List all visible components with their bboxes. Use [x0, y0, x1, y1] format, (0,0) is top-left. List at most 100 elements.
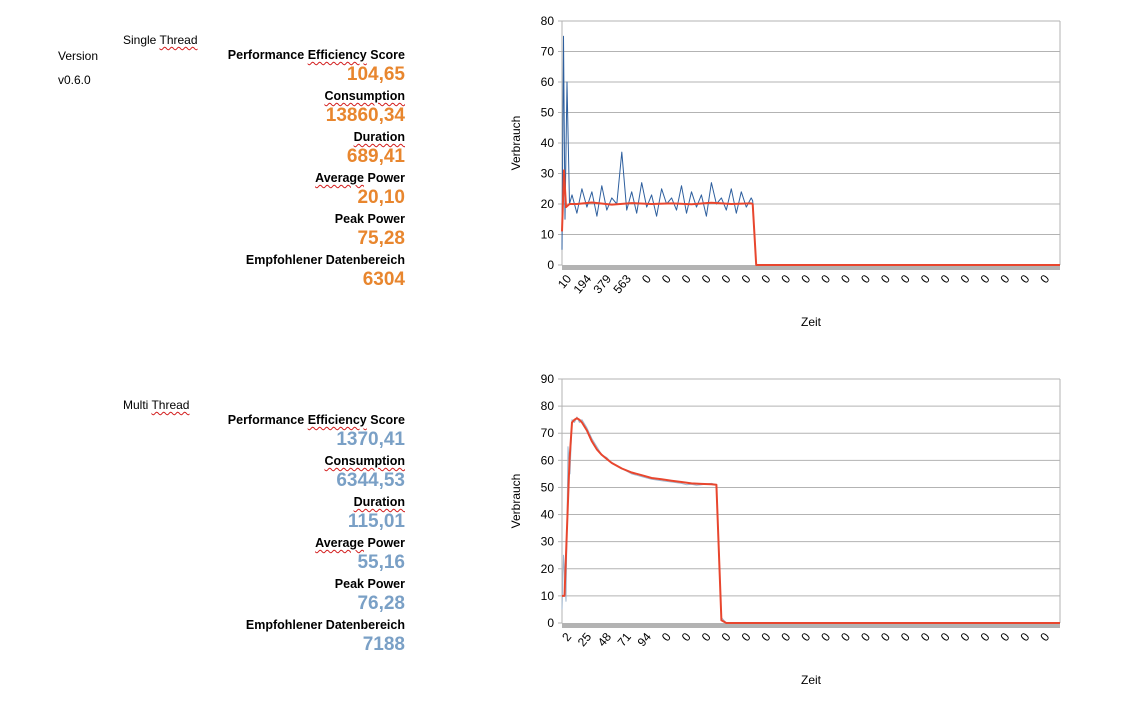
metric-value: 76,28	[357, 593, 405, 614]
metric-label: Empfohlener Datenbereich	[245, 618, 405, 632]
x-tick-label: 0	[978, 272, 993, 286]
metric-label: Peak Power	[334, 577, 405, 591]
metric-value: 7188	[362, 634, 405, 655]
x-tick-label: 0	[838, 272, 853, 286]
x-tick-label: 0	[938, 272, 953, 286]
x-tick-label: 0	[639, 272, 654, 286]
x-tick-label: 0	[1037, 630, 1052, 644]
x-tick-label: 0	[898, 630, 913, 644]
version-label: Version	[58, 49, 99, 63]
series-line-avg	[561, 169, 1060, 266]
x-tick-label: 563	[610, 272, 634, 297]
version-value: v0.6.0	[58, 73, 91, 87]
metric-label: Peak Power	[334, 212, 405, 226]
metric-value: 104,65	[346, 64, 405, 85]
x-tick-label: 0	[958, 630, 973, 644]
single-thread-title: Single Thread	[123, 33, 198, 47]
x-tick-label: 379	[590, 272, 614, 297]
x-tick-label: 0	[997, 272, 1012, 286]
metric-value: 6304	[362, 269, 405, 290]
x-tick-label: 0	[758, 630, 773, 644]
x-axis-title: Zeit	[801, 673, 822, 687]
x-tick-label: 0	[739, 630, 754, 644]
x-tick-label: 0	[818, 630, 833, 644]
x-tick-label: 71	[615, 630, 635, 649]
x-tick-label: 48	[595, 630, 615, 649]
x-tick-label: 0	[699, 630, 714, 644]
metric-label: Duration	[353, 130, 405, 144]
metric-value: 1370,41	[336, 429, 405, 450]
y-tick-label: 20	[541, 562, 555, 576]
y-tick-label: 50	[541, 480, 555, 494]
x-axis-band	[562, 623, 1060, 628]
metric-label: Performance Efficiency Score	[227, 48, 405, 62]
x-tick-label: 0	[938, 630, 953, 644]
y-tick-label: 90	[541, 372, 555, 386]
multi-thread-title: Multi Thread	[123, 398, 190, 412]
x-tick-label: 0	[758, 272, 773, 286]
series-line-avg	[562, 417, 1060, 624]
x-tick-label: 2	[559, 630, 574, 644]
y-tick-label: 0	[547, 258, 554, 272]
y-tick-label: 70	[541, 45, 555, 59]
y-tick-label: 30	[541, 535, 555, 549]
x-tick-label: 0	[838, 630, 853, 644]
y-tick-label: 10	[541, 228, 555, 242]
metric-label: Performance Efficiency Score	[227, 413, 405, 427]
x-axis-title: Zeit	[801, 315, 822, 329]
metric-label: Empfohlener Datenbereich	[245, 253, 405, 267]
y-tick-label: 80	[541, 14, 555, 28]
x-tick-label: 194	[571, 272, 595, 297]
y-tick-label: 80	[541, 399, 555, 413]
y-axis-title: Verbrauch	[509, 474, 523, 529]
x-tick-label: 0	[778, 630, 793, 644]
metric-value: 55,16	[357, 552, 405, 573]
x-tick-label: 25	[575, 630, 595, 649]
x-tick-label: 94	[635, 630, 655, 649]
x-tick-label: 0	[1037, 272, 1052, 286]
x-tick-label: 0	[1017, 630, 1032, 644]
x-tick-label: 0	[1017, 272, 1032, 286]
y-tick-label: 10	[541, 589, 555, 603]
x-tick-label: 0	[659, 630, 674, 644]
x-tick-label: 0	[739, 272, 754, 286]
y-tick-label: 50	[541, 106, 555, 120]
y-tick-label: 20	[541, 197, 555, 211]
x-tick-label: 0	[958, 272, 973, 286]
metric-label: Consumption	[324, 89, 405, 103]
x-tick-label: 0	[858, 272, 873, 286]
metric-value: 6344,53	[336, 470, 405, 491]
x-tick-label: 0	[719, 630, 734, 644]
x-tick-label: 0	[679, 272, 694, 286]
metric-label: Average Power	[315, 171, 405, 185]
x-tick-label: 0	[997, 630, 1012, 644]
y-tick-label: 0	[547, 616, 554, 630]
x-tick-label: 0	[858, 630, 873, 644]
x-tick-label: 0	[719, 272, 734, 286]
y-tick-label: 30	[541, 167, 555, 181]
metric-value: 75,28	[357, 228, 405, 249]
x-tick-label: 0	[778, 272, 793, 286]
metric-label: Consumption	[324, 454, 405, 468]
metric-label: Average Power	[315, 536, 405, 550]
x-tick-label: 0	[978, 630, 993, 644]
x-axis-band	[562, 265, 1060, 270]
y-tick-label: 60	[541, 453, 555, 467]
x-tick-label: 0	[918, 272, 933, 286]
y-tick-label: 70	[541, 426, 555, 440]
y-axis-title: Verbrauch	[509, 116, 523, 171]
x-tick-label: 0	[818, 272, 833, 286]
x-tick-label: 0	[878, 272, 893, 286]
x-tick-label: 0	[798, 272, 813, 286]
metric-value: 689,41	[346, 146, 405, 167]
x-tick-label: 0	[878, 630, 893, 644]
x-tick-label: 0	[898, 272, 913, 286]
y-tick-label: 40	[541, 508, 555, 522]
x-tick-label: 0	[699, 272, 714, 286]
y-tick-label: 60	[541, 75, 555, 89]
metric-value: 13860,34	[325, 105, 405, 126]
metric-value: 20,10	[357, 187, 405, 208]
